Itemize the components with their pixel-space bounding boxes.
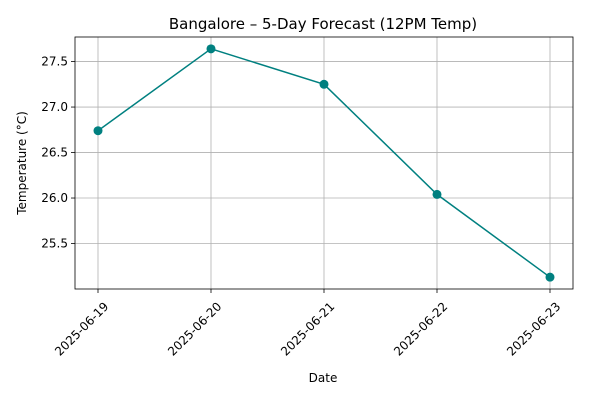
- x-tick-label: 2025-06-20: [165, 299, 224, 358]
- y-ticks: 25.5 26.0 26.5 27.0 27.5: [41, 55, 75, 251]
- y-tick-label: 26.5: [41, 146, 68, 160]
- x-tick-label: 2025-06-23: [504, 299, 563, 358]
- data-point: [545, 272, 555, 282]
- y-tick-label: 25.5: [41, 237, 68, 251]
- x-tick-label: 2025-06-19: [52, 299, 111, 358]
- x-tick-label: 2025-06-22: [391, 299, 450, 358]
- y-axis-label: Temperature (°C): [15, 111, 29, 216]
- series-layer: [93, 44, 555, 282]
- chart-title: Bangalore – 5-Day Forecast (12PM Temp): [169, 15, 477, 33]
- data-point: [93, 126, 103, 136]
- x-axis-label: Date: [309, 371, 338, 385]
- data-point: [206, 44, 216, 54]
- data-point: [319, 79, 329, 89]
- x-tick-label: 2025-06-21: [278, 299, 337, 358]
- grid: [75, 37, 573, 289]
- y-tick-label: 27.0: [41, 100, 68, 114]
- data-point: [432, 189, 442, 199]
- x-ticks: 2025-06-19 2025-06-20 2025-06-21 2025-06-22…: [52, 289, 563, 359]
- y-tick-label: 26.0: [41, 191, 68, 205]
- y-tick-label: 27.5: [41, 55, 68, 69]
